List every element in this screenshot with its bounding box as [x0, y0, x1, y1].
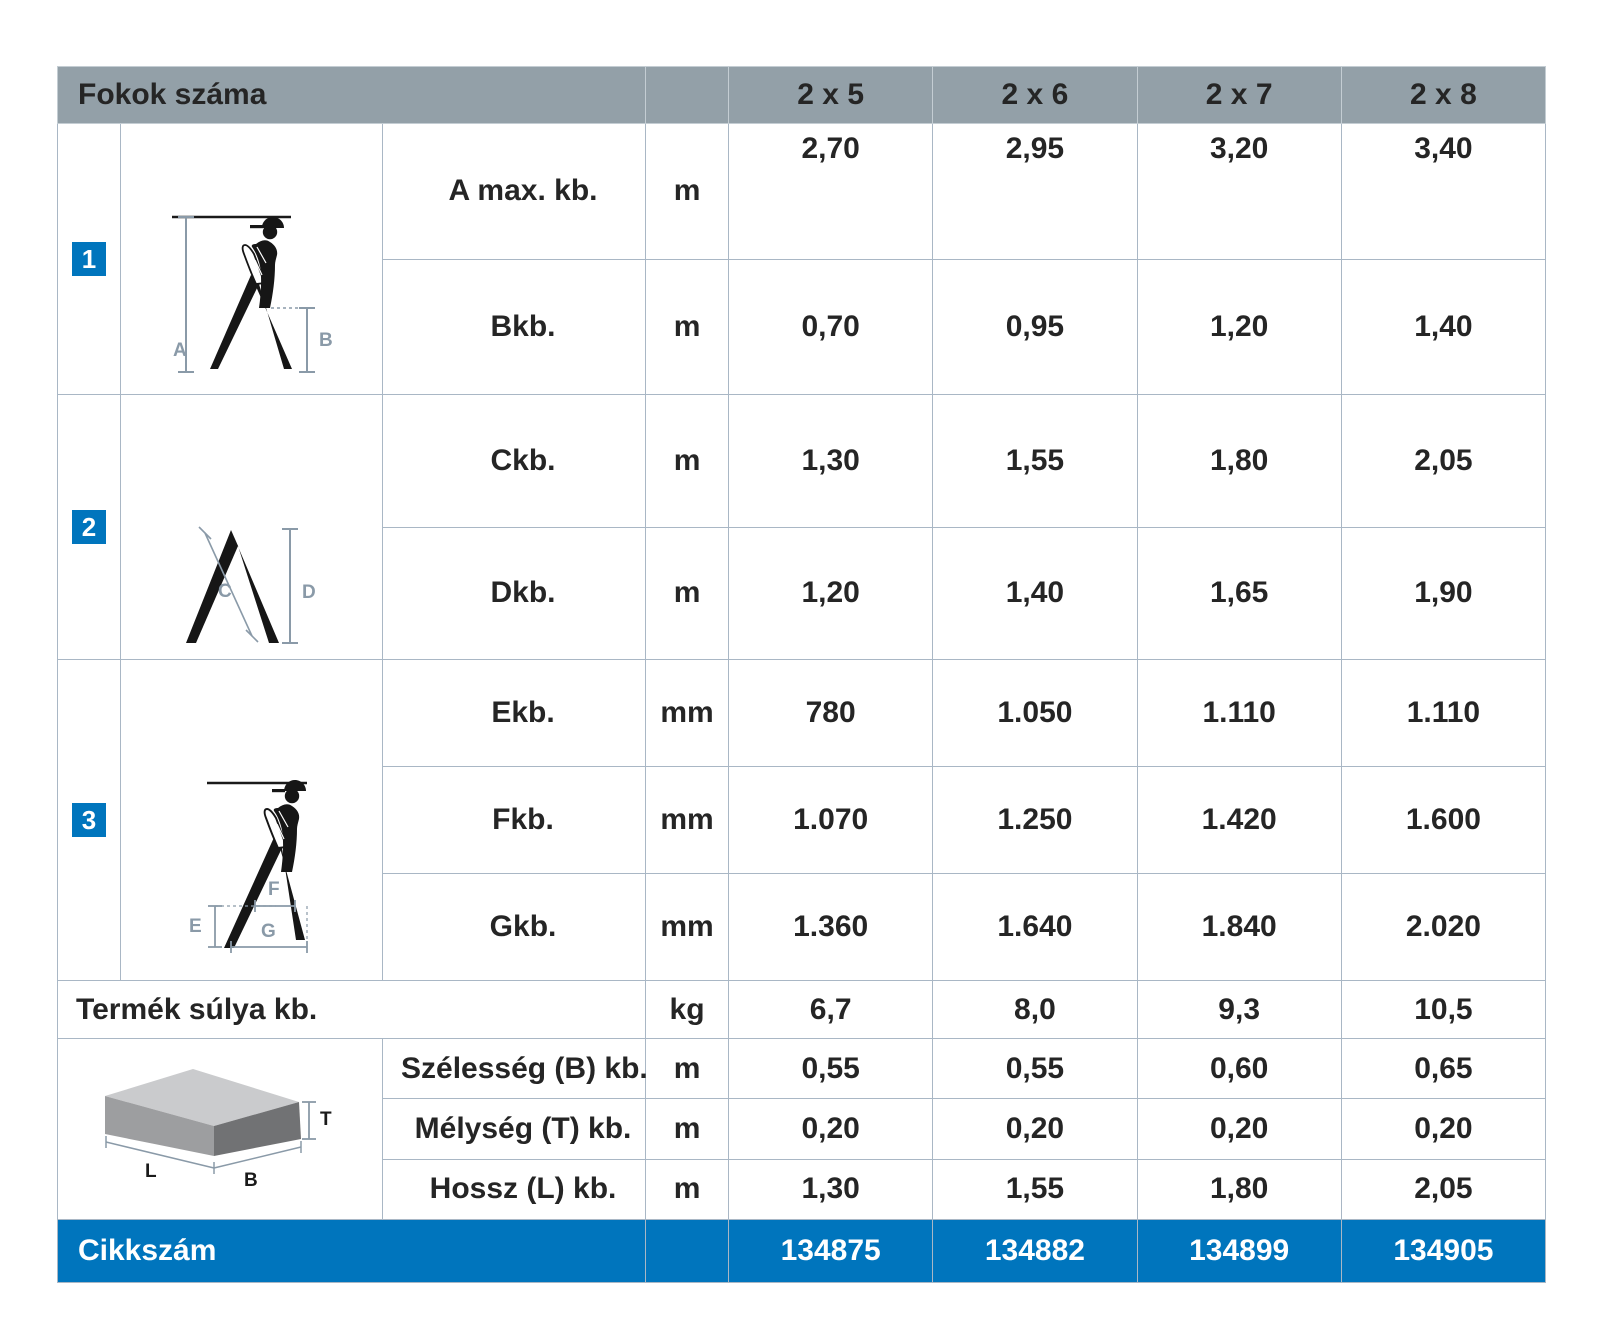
svg-text:L: L: [145, 1161, 157, 1182]
svg-text:B: B: [244, 1170, 258, 1191]
svg-text:D: D: [302, 582, 316, 603]
svg-text:G: G: [261, 921, 276, 942]
svg-text:F: F: [268, 879, 280, 900]
svg-text:E: E: [189, 916, 202, 937]
svg-text:T: T: [320, 1109, 332, 1130]
svg-text:C: C: [218, 581, 232, 602]
svg-text:B: B: [319, 330, 333, 351]
svg-text:A: A: [173, 340, 187, 361]
